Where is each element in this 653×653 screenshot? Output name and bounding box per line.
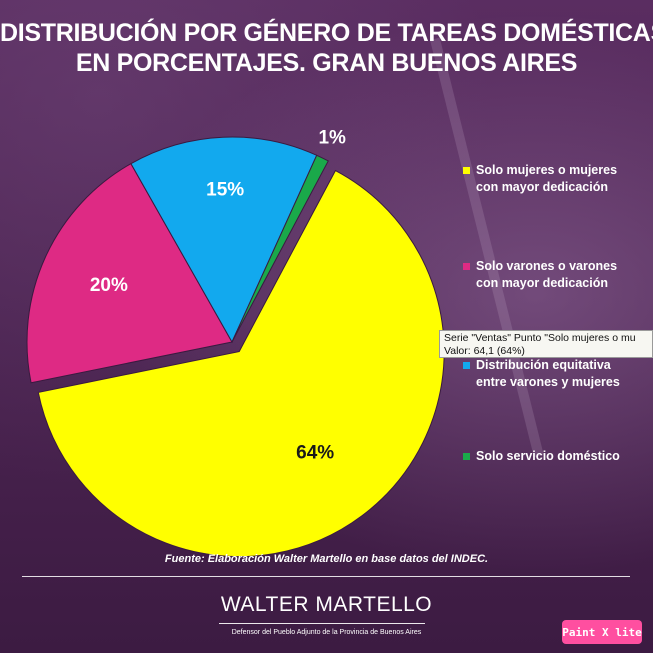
legend-label: Solo servicio doméstico [476, 448, 620, 465]
brand-underline [219, 623, 425, 624]
chart-title-line-2: EN PORCENTAJES. GRAN BUENOS AIRES [75, 49, 578, 77]
pie-slice-label-0: 64% [296, 442, 334, 463]
legend-item-solo-mujeres[interactable]: Solo mujeres o mujeres con mayor dedicac… [463, 162, 617, 196]
legend-label: Solo mujeres o mujeres con mayor dedicac… [476, 162, 617, 196]
legend-item-equitativa[interactable]: Distribución equitativa entre varones y … [463, 357, 620, 391]
legend-swatch-yellow [463, 167, 470, 174]
legend-swatch-blue [463, 362, 470, 369]
source-note: Fuente: Elaboración Walter Martello en b… [164, 553, 489, 565]
legend-label-line-1: Solo varones o varones [476, 259, 618, 273]
brand-subtitle: Defensor del Pueblo Adjunto de la Provin… [231, 629, 422, 636]
paint-x-lite-badge[interactable]: Paint X lite [562, 620, 642, 644]
divider [22, 576, 630, 577]
data-tooltip: Serie "Ventas" Punto "Solo mujeres o mu … [439, 330, 653, 358]
pie-slice-label-3: 1% [318, 127, 346, 148]
chart-title-line-1: DISTRIBUCIÓN POR GÉNERO DE TAREAS DOMÉST… [0, 19, 653, 47]
tooltip-series-line: Serie "Ventas" Punto "Solo mujeres o mu [444, 332, 636, 344]
chart-title: DISTRIBUCIÓN POR GÉNERO DE TAREAS DOMÉST… [0, 18, 653, 78]
legend-label-line-1: Solo mujeres o mujeres [476, 163, 618, 177]
pie-slice-0[interactable] [37, 169, 445, 558]
brand-name: WALTER MARTELLO [220, 593, 433, 616]
pie-slice-2[interactable] [130, 136, 318, 344]
tooltip-value-line: Valor: 64,1 (64%) [444, 345, 525, 357]
legend-item-solo-varones[interactable]: Solo varones o varones con mayor dedicac… [463, 258, 617, 292]
legend-label-line-2: entre varones y mujeres [476, 375, 620, 389]
legend-label-line-2: con mayor dedicación [476, 276, 608, 290]
pie-slice-1[interactable] [26, 162, 233, 384]
legend-label-line-1: Distribución equitativa [476, 358, 611, 372]
pie-slice-label-2: 15% [206, 179, 244, 200]
legend-swatch-green [463, 453, 470, 460]
legend-swatch-magenta [463, 263, 470, 270]
legend-label: Solo varones o varones con mayor dedicac… [476, 258, 617, 292]
legend-label-line-1: Solo servicio doméstico [476, 449, 620, 463]
pie-slice-3[interactable] [231, 154, 329, 343]
legend-item-servicio-domestico[interactable]: Solo servicio doméstico [463, 448, 620, 465]
legend-label: Distribución equitativa entre varones y … [476, 357, 620, 391]
legend-label-line-2: con mayor dedicación [476, 180, 608, 194]
pie-slice-label-1: 20% [90, 275, 128, 296]
